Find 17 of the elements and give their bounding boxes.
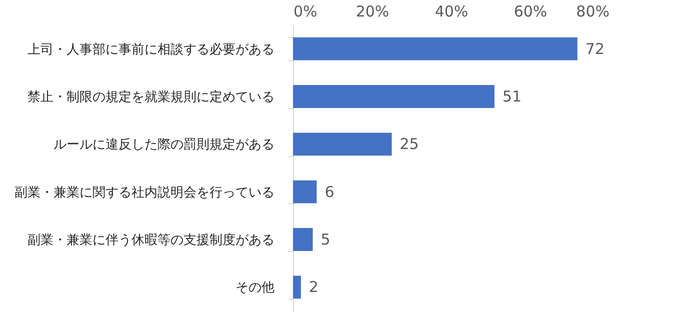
x-tick-label: 60% <box>514 2 548 20</box>
x-tick-label: 40% <box>434 2 468 20</box>
y-tick-label: 上司・人事部に事前に相談する必要がある <box>28 42 274 58</box>
data-label: 72 <box>585 40 604 58</box>
y-tick-label: その他 <box>236 280 274 296</box>
y-tick-label: 禁止・制限の規定を就業規則に定めている <box>28 90 274 105</box>
x-tick-label: 20% <box>356 2 390 20</box>
data-label: 2 <box>308 278 318 296</box>
x-tick-label: 0% <box>294 2 318 20</box>
data-label: 51 <box>502 88 522 106</box>
x-tick-label: 80% <box>576 2 610 20</box>
data-label: 25 <box>400 135 419 154</box>
y-tick-label: 副業・兼業に伴う休暇等の支援制度がある <box>28 232 274 248</box>
y-tick-label: 副業・兼業に関する社内説明会を行っている <box>14 185 274 200</box>
data-label: 6 <box>324 182 334 201</box>
data-label: 5 <box>320 230 330 248</box>
y-tick-label: ルールに違反した際の罰則規定がある <box>54 138 274 153</box>
